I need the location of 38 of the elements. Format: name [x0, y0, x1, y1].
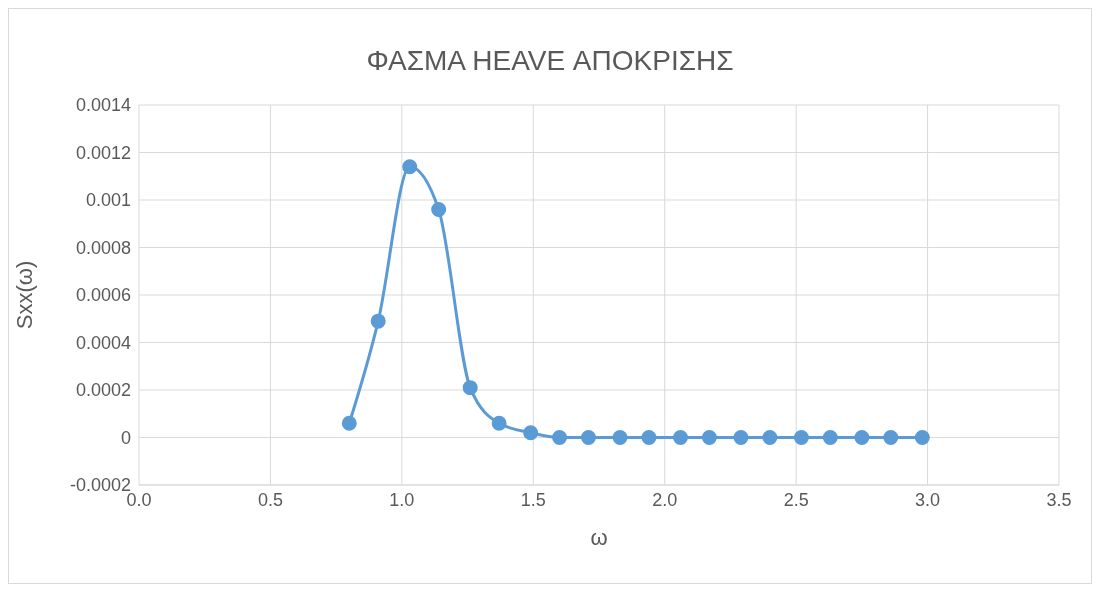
x-tick-label: 1.0 — [389, 489, 415, 510]
x-tick-label: 1.5 — [520, 489, 546, 510]
point — [370, 313, 386, 329]
x-tick-label: 2.5 — [783, 489, 809, 510]
point — [341, 415, 357, 431]
point — [672, 430, 688, 445]
y-tick-label: 0.0006 — [75, 285, 131, 306]
x-tick-label: 2.0 — [652, 489, 678, 510]
x-tick-label: 3.5 — [1046, 489, 1072, 510]
y-tick-label: 0.001 — [85, 190, 131, 211]
point — [641, 430, 657, 445]
y-axis-title: Sxx(ω) — [11, 260, 37, 330]
point — [883, 430, 899, 445]
y-tick-label: 0.0004 — [75, 332, 131, 353]
y-tick-label: 0 — [120, 427, 131, 448]
point — [523, 425, 539, 441]
point — [914, 430, 930, 445]
y-tick-label: 0.0014 — [75, 95, 131, 116]
point — [854, 430, 870, 445]
point — [762, 430, 778, 445]
x-axis-title: ω — [590, 525, 608, 550]
x-tick-label: 3.0 — [915, 489, 941, 510]
point — [701, 430, 717, 445]
point — [612, 430, 628, 445]
point — [733, 430, 749, 445]
point — [402, 159, 418, 175]
point — [822, 430, 838, 445]
point — [431, 202, 447, 217]
chart-title: ΦΑΣΜΑ HEAVE ΑΠΟΚΡΙΣΗΣ — [365, 44, 735, 78]
point — [793, 430, 809, 445]
y-tick-label: 0.0012 — [75, 142, 131, 163]
point — [552, 430, 568, 445]
y-tick-label: 0.0008 — [75, 237, 131, 258]
point — [580, 430, 596, 445]
point — [491, 415, 507, 431]
y-tick-label: 0.0002 — [75, 380, 131, 401]
point — [462, 380, 478, 396]
x-tick-label: 0.5 — [257, 489, 283, 510]
